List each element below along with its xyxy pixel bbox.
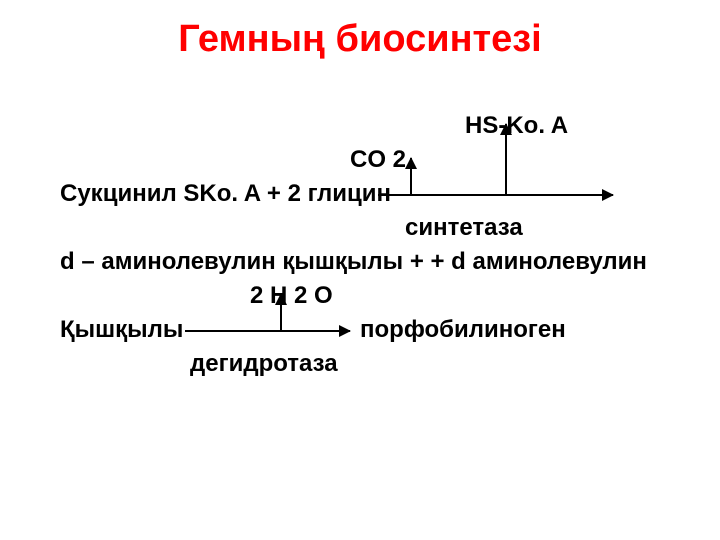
row-water: 2 Н 2 О: [60, 280, 680, 314]
label-water: 2 Н 2 О: [250, 280, 333, 312]
row-reaction2: Қышқылы порфобилиноген: [60, 314, 680, 348]
label-line3right: порфобилиноген: [360, 314, 566, 346]
page-title: Гемның биосинтезі: [0, 0, 720, 61]
row-line2: d – аминолевулин қышқылы + + d аминолеву…: [60, 246, 680, 280]
row-enzyme1: синтетаза: [60, 212, 680, 246]
label-line3left: Қышқылы: [60, 314, 183, 346]
label-enzyme2: дегидротаза: [190, 348, 338, 380]
diagram-body: HS-Ko. A CO 2 Сукцинил SKo. A + 2 глицин…: [60, 110, 680, 382]
arrow-reaction2: [185, 330, 350, 332]
label-enzyme1: синтетаза: [405, 212, 523, 244]
arrow-up-co2: [410, 158, 412, 194]
label-line2: d – аминолевулин қышқылы + + d аминолеву…: [60, 246, 647, 278]
arrow-up-hskoa: [505, 124, 507, 194]
label-co2: CO 2: [350, 144, 406, 176]
row-reaction1: Сукцинил SKo. A + 2 глицин: [60, 178, 680, 212]
row-enzyme2: дегидротаза: [60, 348, 680, 382]
arrow-up-water: [280, 294, 282, 330]
row-hskoa: HS-Ko. A: [60, 110, 680, 144]
row-co2: CO 2: [60, 144, 680, 178]
label-hskoa: HS-Ko. A: [465, 110, 568, 142]
label-reactant1: Сукцинил SKo. A + 2 глицин: [60, 178, 391, 210]
arrow-reaction1: [378, 194, 613, 196]
